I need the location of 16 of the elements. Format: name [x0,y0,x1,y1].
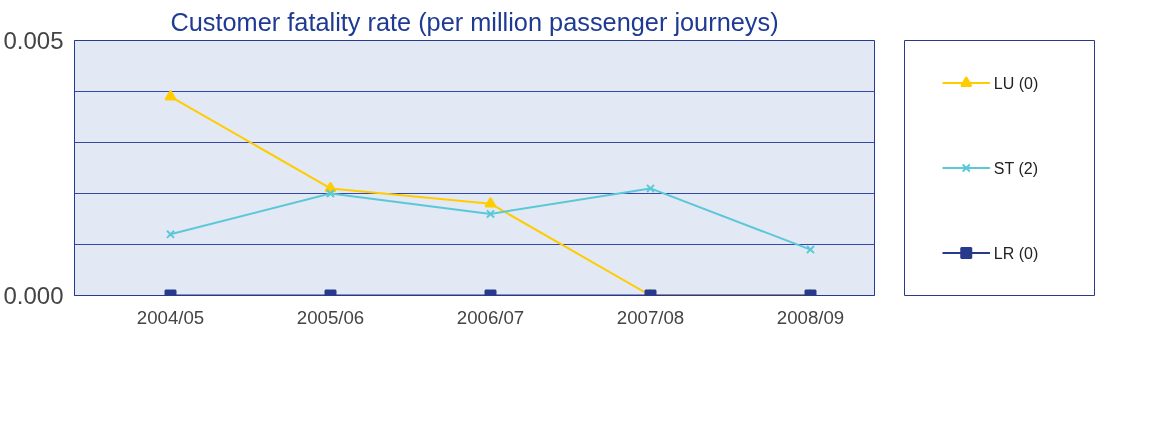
point [484,196,497,208]
chart-title: Customer fatality rate (per million passenger journeys) [170,7,779,36]
y-tick-label: 0.005 [3,27,64,54]
point [645,183,656,193]
y-tick-label: 0.000 [3,282,64,309]
point [485,209,496,219]
x-tick-label: 2008/09 [776,306,845,328]
legend-label: ST (2) [993,159,1038,177]
x-tick-label: 2004/05 [136,306,205,328]
legend-label: LU (0) [993,74,1039,92]
point [325,188,336,199]
point [165,229,176,239]
x-tick-label: 2007/08 [616,306,685,328]
x-tick-label: 2006/07 [456,306,525,328]
x-tick-label: 2005/06 [296,306,365,328]
legend-label: LR (0) [993,244,1039,262]
